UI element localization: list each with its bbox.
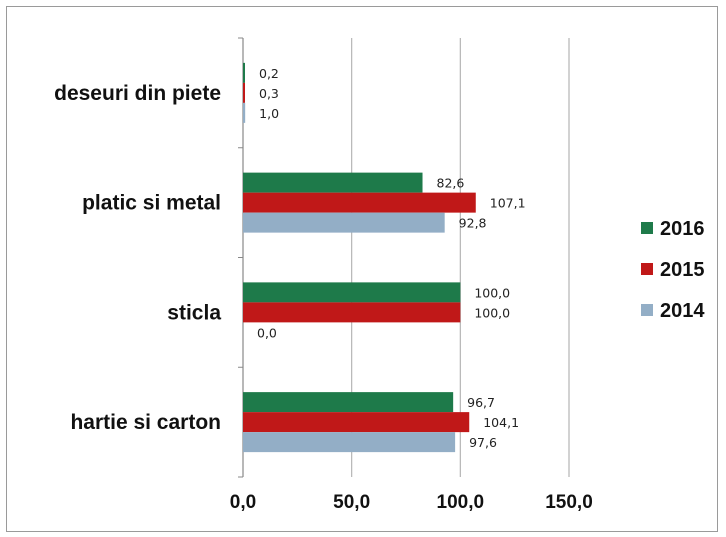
data-label: 0,0: [257, 325, 277, 340]
bar: [243, 212, 445, 233]
bar: [243, 172, 423, 193]
legend-label: 2015: [660, 259, 705, 281]
data-label: 100,0: [474, 305, 510, 320]
category-label: deseuri din piete: [54, 82, 221, 105]
data-label: 82,6: [437, 176, 465, 191]
bar: [243, 302, 461, 323]
bar: [243, 282, 461, 303]
data-label: 100,0: [474, 285, 510, 300]
data-label: 92,8: [459, 216, 487, 231]
bar: [243, 392, 454, 413]
category-label: platic si metal: [82, 192, 221, 215]
legend-swatch: [641, 304, 653, 316]
x-tick-label: 0,0: [230, 492, 256, 513]
x-tick-label: 100,0: [437, 492, 485, 513]
bar: [243, 82, 245, 103]
bar: [243, 62, 245, 83]
x-tick-label: 150,0: [545, 492, 593, 513]
data-label: 97,6: [469, 435, 497, 450]
category-label: hartie si carton: [70, 411, 221, 434]
data-label: 0,3: [259, 86, 279, 101]
legend-label: 2016: [660, 218, 705, 240]
x-tick-label: 50,0: [333, 492, 370, 513]
data-label: 107,1: [490, 196, 526, 211]
legend-swatch: [641, 222, 653, 234]
category-label: sticla: [167, 301, 221, 324]
bar: [243, 432, 456, 453]
data-label: 1,0: [259, 106, 279, 121]
data-label: 104,1: [483, 415, 519, 430]
legend-label: 2014: [660, 300, 705, 322]
legend-swatch: [641, 263, 653, 275]
bar: [243, 102, 246, 123]
data-label: 0,2: [259, 66, 279, 81]
bar: [243, 412, 470, 433]
bar: [243, 192, 476, 213]
data-label: 96,7: [467, 395, 495, 410]
